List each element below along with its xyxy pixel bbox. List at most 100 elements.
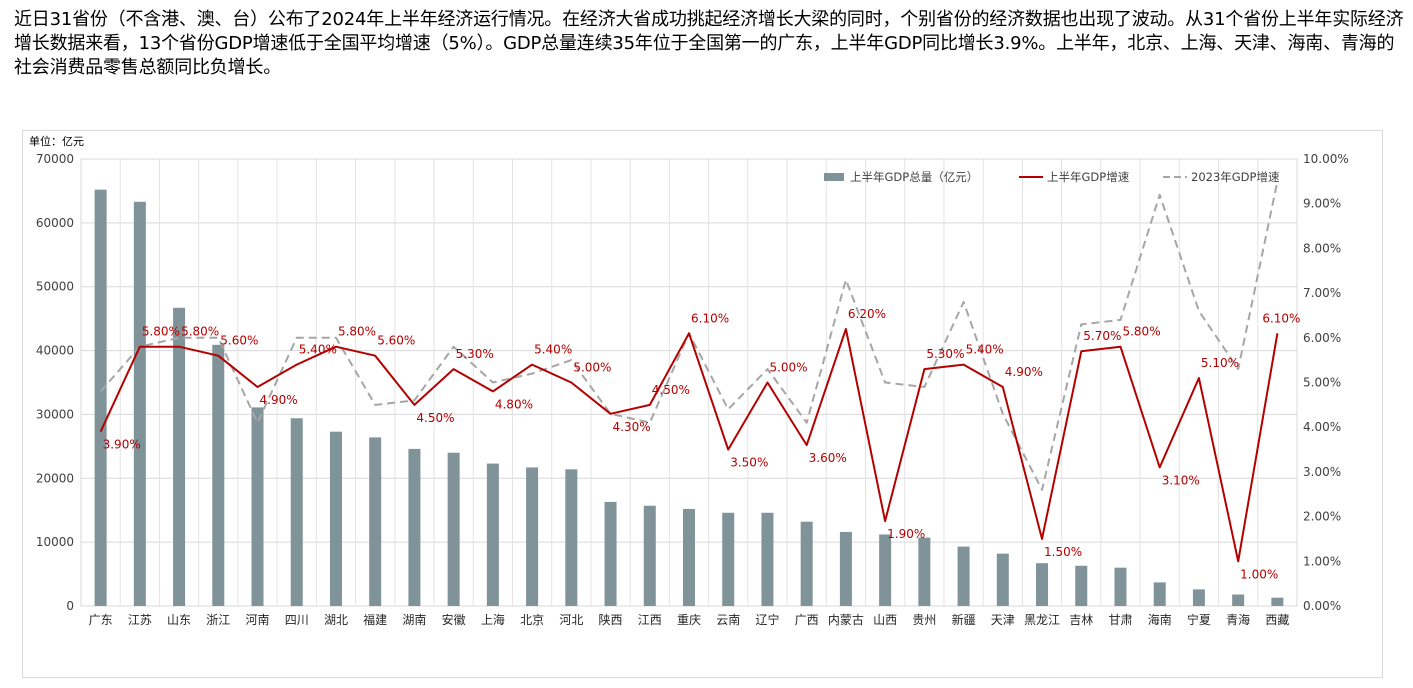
category-label: 浙江: [206, 613, 230, 627]
growth-data-label: 4.90%: [260, 393, 298, 407]
growth-data-label: 4.50%: [652, 383, 690, 397]
growth-data-label: 5.60%: [220, 334, 258, 348]
gdp-total-bar: [173, 307, 186, 606]
gdp-total-bar: [800, 521, 813, 606]
growth-data-label: 4.80%: [495, 397, 533, 411]
gdp-total-bar: [1114, 567, 1127, 606]
left-axis-ticks: 0 10000 20000 30000 40000 50000 60000 70000: [36, 152, 74, 613]
left-tick-label: 60000: [36, 216, 74, 230]
category-label: 北京: [520, 613, 544, 627]
growth-data-label: 5.00%: [769, 361, 807, 375]
category-label: 河北: [559, 613, 583, 627]
right-tick-label: 3.00%: [1303, 465, 1341, 479]
growth-h1-2024-line: [99, 327, 1279, 563]
left-tick-label: 30000: [36, 407, 74, 421]
category-label: 海南: [1148, 612, 1172, 627]
left-tick-label: 20000: [36, 471, 74, 485]
category-label: 黑龙江: [1024, 613, 1060, 627]
category-label: 甘肃: [1108, 613, 1132, 627]
category-label: 重庆: [677, 613, 701, 627]
gdp-total-bar: [1075, 565, 1088, 606]
gdp-total-bar: [1036, 563, 1049, 606]
growth-data-label: 5.80%: [142, 325, 180, 339]
growth-data-label: 5.80%: [181, 325, 219, 339]
gdp-combo-chart: 单位：亿元 0 10000 20000 30000 40000 50000 60000 700…: [22, 130, 1383, 678]
gdp-total-bar: [604, 501, 617, 606]
growth-data-label: 5.40%: [299, 343, 337, 357]
gdp-total-bar: [369, 437, 382, 606]
category-label: 西藏: [1265, 613, 1289, 627]
category-label: 天津: [991, 613, 1015, 627]
legend-label-growth-2023: 2023年GDP增速: [1191, 170, 1280, 184]
category-label: 贵州: [912, 613, 936, 627]
gdp-total-bar: [1153, 582, 1166, 606]
gdp-total-bar: [133, 201, 146, 606]
growth-data-label: 1.50%: [1044, 545, 1082, 559]
growth-data-label: 3.90%: [103, 438, 141, 452]
gdp-total-bar: [1232, 594, 1245, 606]
intro-paragraph: 近日31省份（不含港、澳、台）公布了2024年上半年经济运行情况。在经济大省成功…: [14, 9, 1404, 78]
growth-data-label: 5.30%: [926, 347, 964, 361]
category-label: 福建: [363, 612, 387, 627]
gdp-total-bar: [683, 508, 695, 606]
gdp-total-bar: [1271, 597, 1284, 606]
gdp-total-bar: [996, 553, 1009, 606]
category-label: 安徽: [442, 612, 466, 627]
growth-data-label: 5.10%: [1201, 356, 1239, 370]
growth-data-label: 5.30%: [456, 347, 494, 361]
left-tick-label: 10000: [36, 535, 74, 549]
growth-data-label: 4.30%: [613, 420, 651, 434]
growth-data-label: 6.10%: [1262, 311, 1300, 325]
growth-data-label: 5.80%: [338, 325, 376, 339]
category-label: 山西: [873, 613, 897, 627]
right-tick-label: 1.00%: [1303, 554, 1341, 568]
right-tick-label: 0.00%: [1303, 599, 1341, 613]
category-label: 上海: [481, 612, 505, 627]
right-axis-ticks: 0.00% 1.00% 2.00% 3.00% 4.00% 5.00% 6.00% 7.00%…: [1303, 152, 1349, 613]
growth-data-label: 3.50%: [730, 456, 768, 470]
right-tick-label: 5.00%: [1303, 376, 1341, 390]
gdp-total-bar: [329, 431, 342, 606]
gdp-total-bar: [879, 534, 892, 606]
growth-data-labels: 3.90%5.80% 5.80%5.60%4.90%5.40%5.80%5.60%…: [103, 307, 1301, 581]
category-label: 青海: [1226, 612, 1250, 627]
category-label: 湖北: [324, 612, 348, 627]
growth-data-label: 3.60%: [809, 451, 847, 465]
growth-data-label: 4.90%: [1005, 365, 1043, 379]
category-label: 云南: [716, 612, 740, 627]
growth-data-label: 5.70%: [1083, 329, 1121, 343]
gdp-total-bar: [918, 537, 931, 606]
gdp-total-bar: [526, 467, 539, 606]
growth-data-label: 4.50%: [416, 411, 454, 425]
legend: 上半年GDP总量（亿元） 上半年GDP增速 2023年GDP增速: [824, 170, 1280, 184]
left-tick-label: 40000: [36, 344, 74, 358]
legend-swatch-bar: [824, 173, 844, 181]
left-tick-label: 50000: [36, 280, 74, 294]
category-label: 山东: [167, 613, 191, 627]
gdp-total-bar: [761, 512, 774, 606]
growth-data-label: 5.60%: [377, 334, 415, 348]
category-label: 辽宁: [755, 612, 779, 627]
category-label: 广东: [89, 613, 113, 627]
gdp-total-bar: [839, 531, 852, 606]
legend-label-gdp-total: 上半年GDP总量（亿元）: [850, 170, 978, 184]
right-tick-label: 10.00%: [1303, 152, 1349, 166]
growth-data-label: 6.20%: [848, 307, 886, 321]
category-label: 四川: [285, 613, 309, 627]
growth-data-label: 5.80%: [1122, 325, 1160, 339]
left-tick-label: 0: [66, 599, 74, 613]
right-tick-label: 6.00%: [1303, 331, 1341, 345]
gdp-total-bar: [290, 418, 303, 606]
category-label: 江西: [638, 613, 662, 627]
growth-data-label: 6.10%: [691, 311, 729, 325]
category-label: 湖南: [402, 612, 426, 627]
left-tick-label: 70000: [36, 152, 74, 166]
gdp-total-bar: [486, 463, 499, 606]
growth-data-label: 5.40%: [966, 343, 1004, 357]
category-label: 吉林: [1069, 613, 1093, 627]
unit-label: 单位：亿元: [29, 134, 84, 148]
chart-svg: 单位：亿元 0 10000 20000 30000 40000 50000 60000 700…: [29, 134, 1349, 627]
category-label: 广西: [795, 613, 819, 627]
gdp-total-bar: [565, 469, 578, 606]
category-labels: 广东 江苏 山东 浙江 河南 四川 湖北 福建 湖南 安徽 上海 北京 河北 陕西 江西 重庆 云南 辽宁 广西 内蒙…: [89, 612, 1290, 627]
